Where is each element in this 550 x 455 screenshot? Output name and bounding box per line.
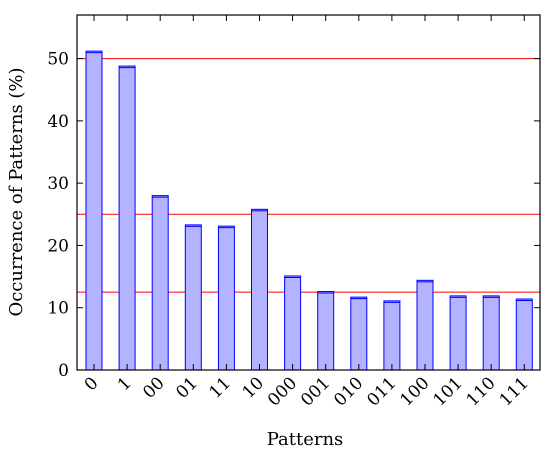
bar-001 <box>317 291 335 371</box>
x-tick-label: 010 <box>330 373 367 410</box>
y-tick-label: 0 <box>58 361 69 381</box>
x-tick-label: 01 <box>172 373 201 402</box>
x-tick-label: 101 <box>430 373 467 410</box>
x-tick-label: 11 <box>205 373 234 402</box>
y-ticks: 0 10 20 30 40 50 <box>47 50 540 381</box>
x-tick-label: 001 <box>297 373 334 410</box>
bars <box>85 50 533 371</box>
x-tick-label: 0 <box>81 373 103 395</box>
bar-000 <box>284 275 302 371</box>
y-tick-label: 50 <box>47 50 69 70</box>
bar-111 <box>515 298 533 371</box>
bar-110 <box>482 295 500 371</box>
x-tick-label: 111 <box>496 373 533 410</box>
x-tick-label: 011 <box>363 373 400 410</box>
bar-011 <box>383 300 401 371</box>
bar-10 <box>251 208 268 371</box>
bar-010 <box>350 296 368 371</box>
bar-01 <box>184 224 202 371</box>
bar-101 <box>449 295 467 371</box>
bar-100 <box>416 279 434 371</box>
y-axis-title: Occurrence of Patterns (%) <box>6 67 27 316</box>
x-tick-label: 1 <box>114 373 136 395</box>
bar-0 <box>85 50 103 371</box>
x-tick-label: 100 <box>396 373 433 410</box>
bar-11 <box>217 225 235 371</box>
x-tick-label: 10 <box>239 373 268 402</box>
reference-lines <box>77 58 540 293</box>
bar-1 <box>118 65 136 371</box>
y-tick-label: 30 <box>47 174 69 194</box>
y-tick-label: 20 <box>47 236 69 256</box>
x-axis-title: Patterns <box>267 429 344 450</box>
y-tick-label: 40 <box>47 112 69 132</box>
y-tick-label: 10 <box>47 299 69 319</box>
x-tick-label: 110 <box>463 373 500 410</box>
bar-00 <box>151 195 169 371</box>
axes <box>76 14 541 371</box>
x-tick-label: 00 <box>139 373 168 402</box>
plot-frame <box>76 14 541 371</box>
x-tick-label: 000 <box>264 373 301 410</box>
